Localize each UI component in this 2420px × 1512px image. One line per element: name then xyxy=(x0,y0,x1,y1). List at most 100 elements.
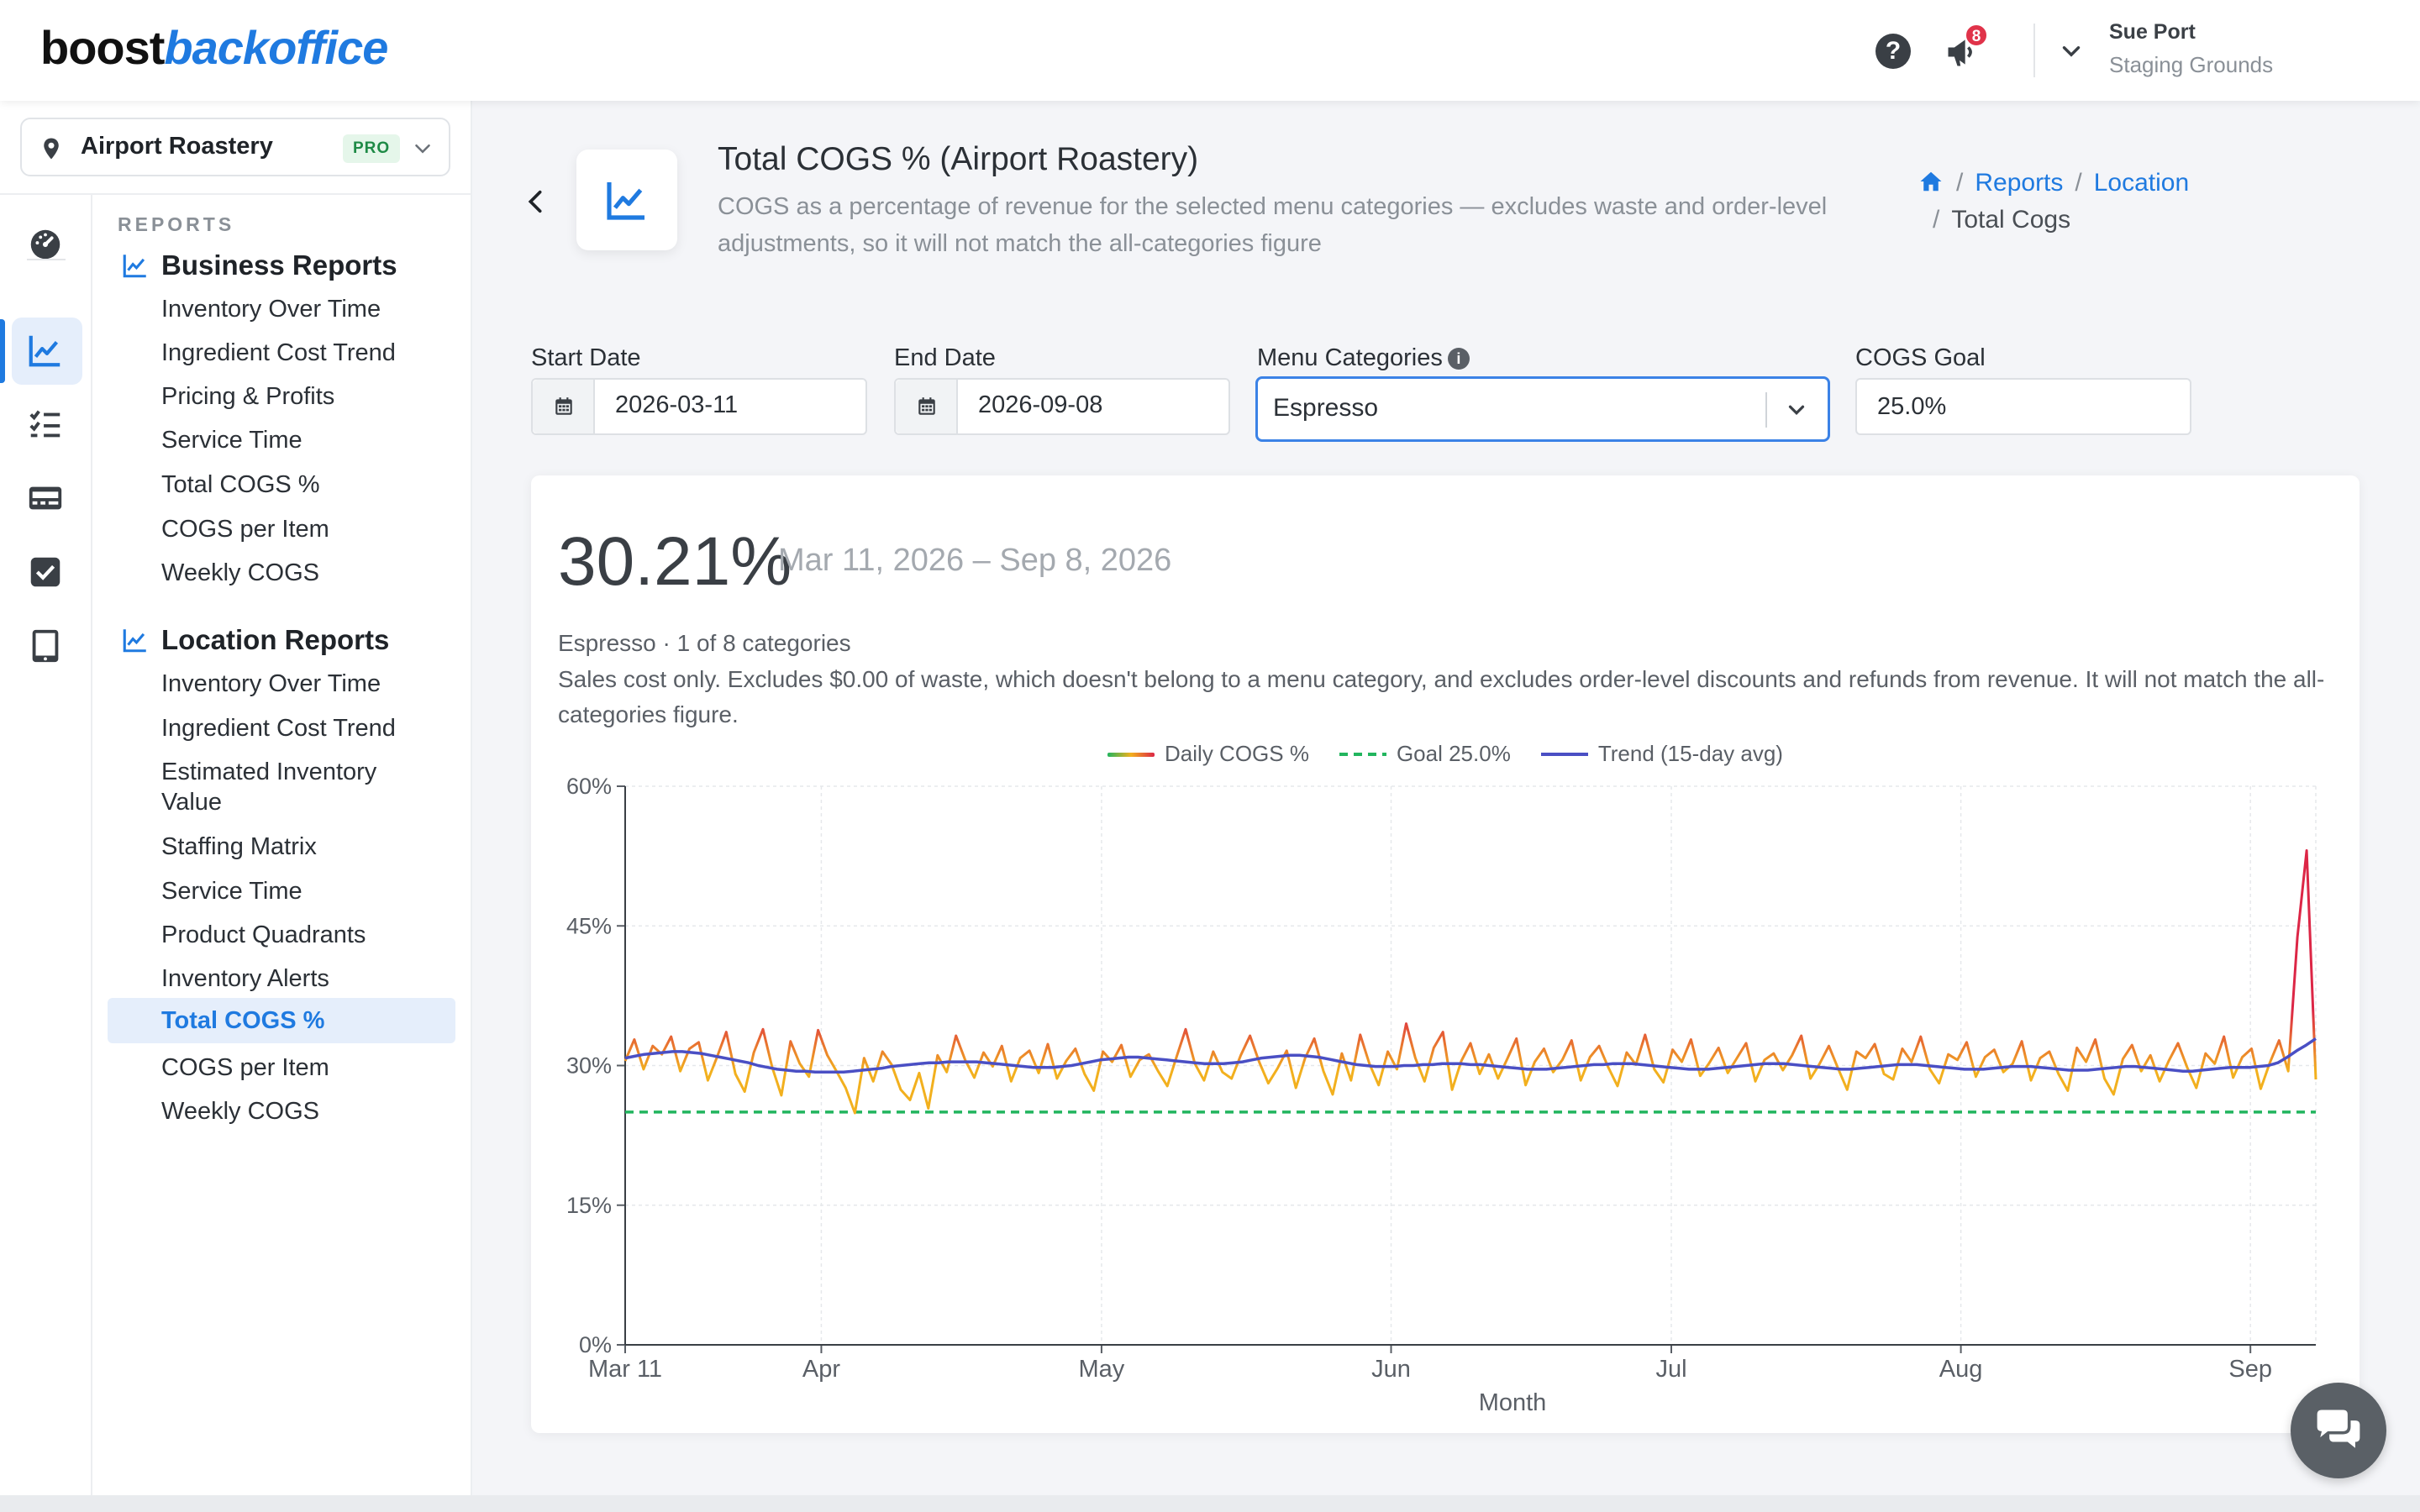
topbar-divider xyxy=(2033,24,2035,77)
page-icon-box xyxy=(576,150,677,250)
brand-logo[interactable]: boostbackoffice xyxy=(40,21,388,74)
category-note: Espresso · 1 of 8 categories xyxy=(558,630,851,656)
menu-categories-select[interactable]: Espresso xyxy=(1255,376,1830,442)
x-axis-title: Month xyxy=(1479,1389,1547,1416)
rail-active-indicator xyxy=(0,319,5,383)
menu-item-location-product-quadrants[interactable]: Product Quadrants xyxy=(161,921,366,948)
legend-trend[interactable]: Trend (15-day avg) xyxy=(1540,741,1783,767)
menu-item-business-ingredient-cost-trend[interactable]: Ingredient Cost Trend xyxy=(161,339,396,366)
menu-item-location-total-cogs[interactable]: Total COGS % xyxy=(108,998,455,1043)
checkbox-icon[interactable] xyxy=(26,553,65,591)
menu-item-location-estimated-inventory-value[interactable]: Estimated Inventory Value xyxy=(108,757,455,817)
top-bar: boostbackoffice ? 8 Sue Port Staging Gro… xyxy=(0,0,2420,101)
business-reports-header[interactable]: Business Reports xyxy=(121,247,397,284)
legend-goal-swatch xyxy=(1339,752,1386,756)
icon-rail xyxy=(0,195,92,1495)
help-icon[interactable]: ? xyxy=(1876,34,1911,69)
menu-item-location-weekly-cogs[interactable]: Weekly COGS xyxy=(161,1098,320,1125)
info-icon[interactable]: i xyxy=(1447,348,1470,370)
notification-badge: 8 xyxy=(1965,24,1988,47)
chart-line-icon[interactable] xyxy=(26,331,65,370)
sidebar: Airport Roastery PRO xyxy=(0,101,472,1495)
chart-line-icon xyxy=(607,182,644,220)
date-addon xyxy=(896,380,958,433)
menu-item-business-inventory-over-time[interactable]: Inventory Over Time xyxy=(161,296,381,323)
start-date-field[interactable]: 2026-03-11 xyxy=(531,378,867,435)
dashboard-icon[interactable] xyxy=(26,225,65,264)
chart-line-icon xyxy=(123,255,146,278)
cogs-goal-input[interactable] xyxy=(1855,378,2191,435)
user-name[interactable]: Sue Port xyxy=(2109,20,2196,44)
y-tick-label: 60% xyxy=(566,774,612,799)
menu-item-location-service-time[interactable]: Service Time xyxy=(161,878,302,905)
rail-separator xyxy=(27,259,66,260)
location-name: Airport Roastery xyxy=(81,133,273,160)
date-range-label: Mar 11, 2026 – Sep 8, 2026 xyxy=(778,543,1172,578)
plan-badge: PRO xyxy=(343,134,401,163)
menu-item-location-ingredient-cost-trend[interactable]: Ingredient Cost Trend xyxy=(161,715,396,742)
menu-item-business-cogs-per-item[interactable]: COGS per Item xyxy=(161,516,329,543)
chat-button[interactable] xyxy=(2291,1383,2386,1478)
calendar-icon xyxy=(918,397,935,415)
menu-item-label: Value xyxy=(161,789,223,816)
menu-item-business-weekly-cogs[interactable]: Weekly COGS xyxy=(161,559,320,586)
location-selector[interactable]: Airport Roastery PRO xyxy=(20,118,450,176)
location-reports-title: Location Reports xyxy=(161,624,390,655)
y-tick-label: 30% xyxy=(566,1053,612,1079)
cogs-chart-card: 30.21% Mar 11, 2026 – Sep 8, 2026 Espres… xyxy=(531,475,2360,1433)
menu-categories-label: Menu Categories i xyxy=(1257,344,1470,372)
start-date-value: 2026-03-11 xyxy=(615,391,739,418)
menu-item-business-total-cogs[interactable]: Total COGS % xyxy=(161,471,320,498)
map-pin-icon xyxy=(44,138,59,160)
page-description: COGS as a percentage of revenue for the … xyxy=(718,193,1828,257)
cogs-line-chart[interactable]: 0% 15% 30% 45% 60% Mar 11 Apr May Jun Jul Aug Sep Mo… xyxy=(531,761,2360,1433)
megaphone-icon[interactable] xyxy=(1943,34,1981,71)
daily-cogs-line[interactable] xyxy=(623,849,2317,1115)
checklist-icon[interactable] xyxy=(26,405,65,444)
menu-categories-value: Espresso xyxy=(1273,394,1379,422)
end-date-value: 2026-09-08 xyxy=(978,391,1103,418)
legend-goal[interactable]: Goal 25.0% xyxy=(1339,741,1511,767)
end-date-label: End Date xyxy=(894,344,996,371)
breadcrumb-location[interactable]: Location xyxy=(2093,169,2190,197)
y-tick-label: 0% xyxy=(579,1332,612,1357)
menu-item-location-cogs-per-item[interactable]: COGS per Item xyxy=(161,1054,329,1081)
location-reports-header[interactable]: Location Reports xyxy=(121,622,389,659)
menu-item-label: Estimated Inventory xyxy=(161,759,377,785)
chevron-down-icon[interactable] xyxy=(1784,397,1809,423)
menu-item-business-pricing-profits[interactable]: Pricing & Profits xyxy=(161,383,335,410)
menu-section-label: REPORTS xyxy=(118,213,235,235)
menu-item-location-staffing-matrix[interactable]: Staffing Matrix xyxy=(161,833,317,860)
select-separator xyxy=(1765,392,1767,428)
bottom-bar xyxy=(0,1495,2420,1512)
chevron-down-icon xyxy=(415,144,430,154)
back-arrow-icon[interactable] xyxy=(521,185,550,218)
x-tick-label: Jun xyxy=(1371,1356,1411,1383)
legend-trend-swatch xyxy=(1540,752,1588,756)
legend-daily-label: Daily COGS % xyxy=(1165,741,1309,766)
menu-item-business-service-time[interactable]: Service Time xyxy=(161,427,302,454)
business-reports-title: Business Reports xyxy=(161,249,397,281)
breadcrumb-current: Total Cogs xyxy=(1951,206,2071,234)
disclaimer-text: Sales cost only. Excludes $0.00 of waste… xyxy=(558,666,2325,727)
x-tick-label: Sep xyxy=(2228,1356,2272,1383)
menu-item-location-inventory-alerts[interactable]: Inventory Alerts xyxy=(161,965,329,992)
home-icon[interactable] xyxy=(1918,169,1944,194)
chevron-down-icon[interactable] xyxy=(2057,37,2086,66)
breadcrumb: / Reports / Location / Total Cogs xyxy=(1918,165,2254,239)
menu-item-location-inventory-over-time[interactable]: Inventory Over Time xyxy=(161,670,381,697)
end-date-field[interactable]: 2026-09-08 xyxy=(894,378,1230,435)
tablet-icon[interactable] xyxy=(26,627,65,665)
start-date-label: Start Date xyxy=(531,344,641,371)
x-tick-label: May xyxy=(1079,1356,1125,1383)
legend-trend-label: Trend (15-day avg) xyxy=(1597,741,1783,766)
legend-daily-swatch xyxy=(1107,752,1155,757)
trend-line[interactable] xyxy=(624,1037,2317,1074)
cogs-percent-value: 30.21% xyxy=(558,523,792,600)
breadcrumb-reports[interactable]: Reports xyxy=(1975,169,2064,197)
register-icon[interactable] xyxy=(26,479,65,517)
chat-bubbles-icon xyxy=(2317,1410,2360,1448)
legend-daily[interactable]: Daily COGS % xyxy=(1107,741,1309,767)
chart-legend: Daily COGS % Goal 25.0% Trend (15-day av… xyxy=(531,741,2360,767)
calendar-icon xyxy=(555,397,572,415)
